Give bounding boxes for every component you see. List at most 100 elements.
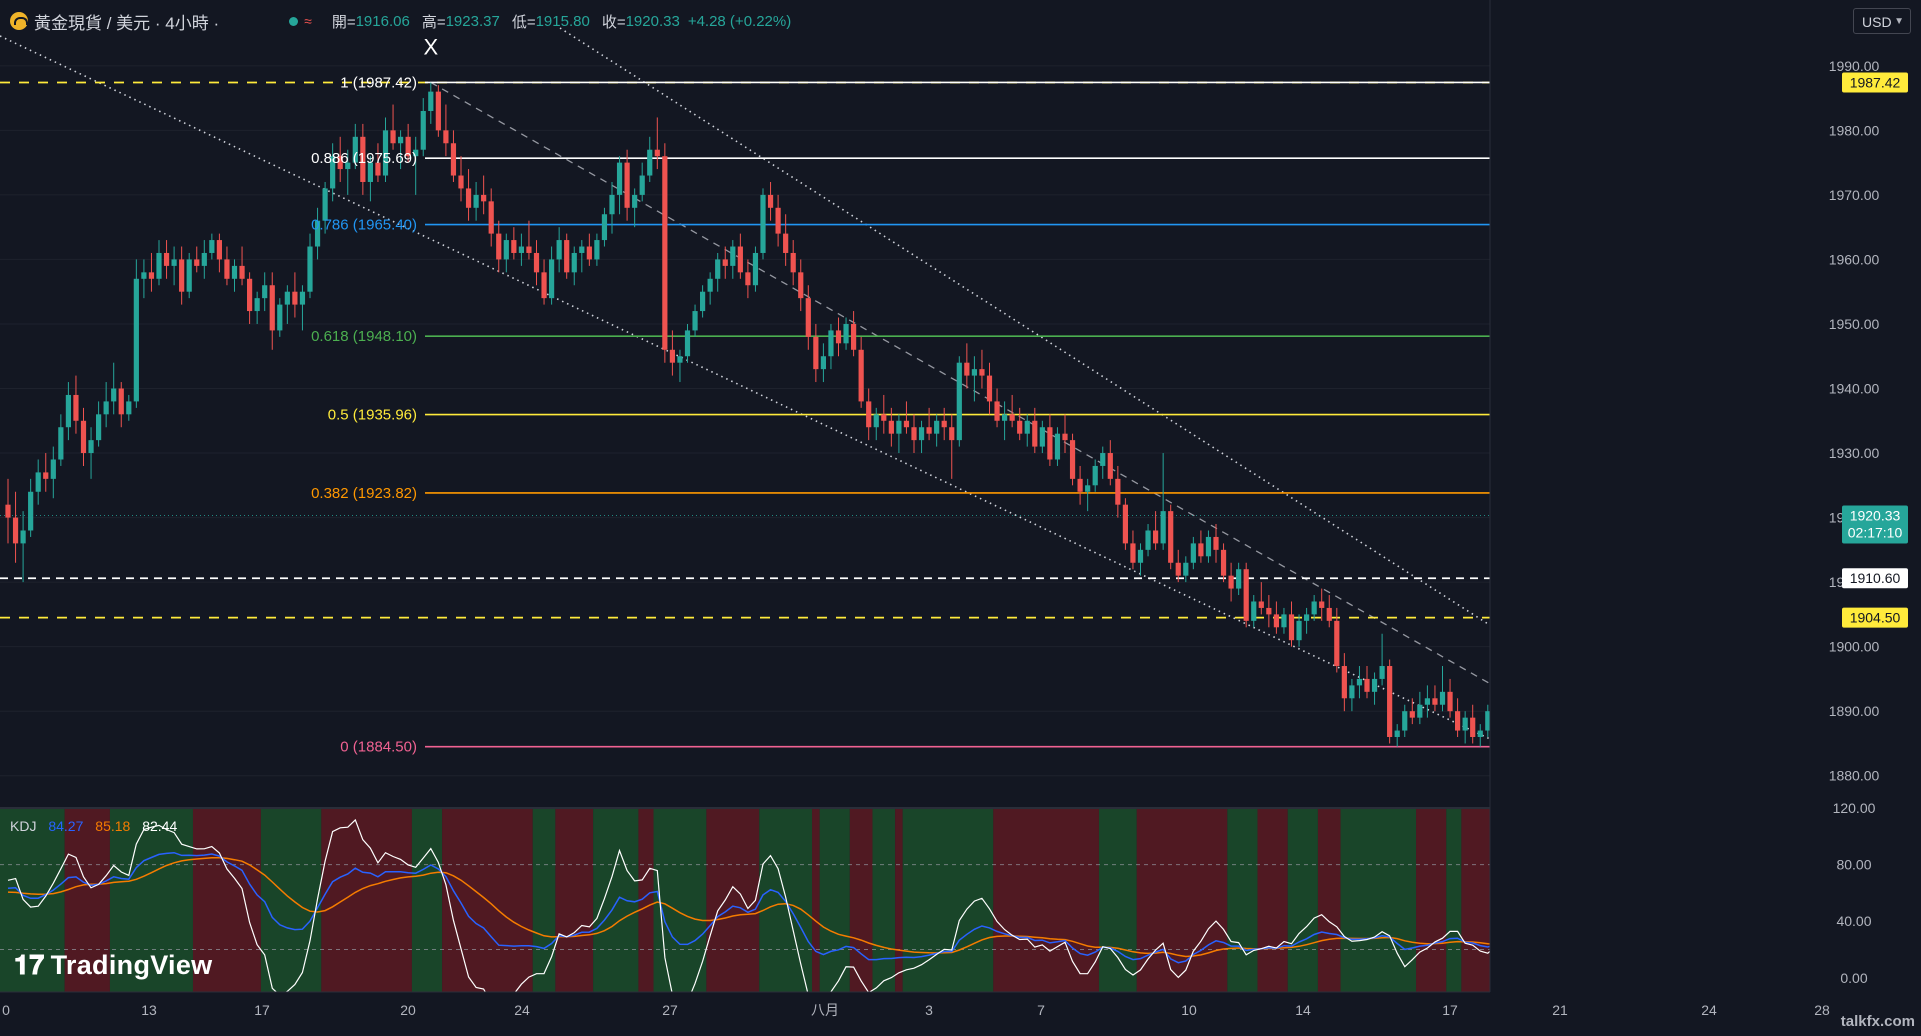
candle-body <box>1273 614 1279 628</box>
kdj-zone <box>1227 808 1258 992</box>
candle-body <box>1462 717 1468 731</box>
candle-body <box>1447 691 1453 712</box>
candle-body <box>1319 601 1325 608</box>
candle-body <box>1100 453 1106 466</box>
fibonacci-label: 0.786 (1965.40) <box>311 217 417 234</box>
candle-body <box>1130 543 1136 563</box>
price-tick-label: 1990.00 <box>1829 58 1880 74</box>
currency-select[interactable]: USD ▼ <box>1853 8 1911 34</box>
kdj-zone <box>993 808 1099 992</box>
time-tick-label: 21 <box>1552 1002 1568 1018</box>
candle-body <box>1311 601 1317 615</box>
candle-body <box>745 272 751 286</box>
ohlc-high-key: 高= <box>421 13 446 31</box>
candle-body <box>1356 678 1363 686</box>
candle-body <box>103 401 109 415</box>
candle-body <box>420 110 426 150</box>
time-tick-label: 14 <box>1295 1002 1311 1018</box>
candle-body <box>20 530 26 544</box>
kdj-tick-label: 0.00 <box>1840 970 1867 986</box>
kdj-series-d <box>7 856 1625 958</box>
candle-body <box>1205 536 1212 557</box>
price-tag-label: 1920.33 <box>1850 507 1901 523</box>
candle-body <box>28 491 34 531</box>
time-tick-label: 0 <box>2 1002 10 1018</box>
gold-coin-icon <box>10 12 28 30</box>
candle-body <box>828 330 834 357</box>
candle-body <box>307 246 313 292</box>
candle-body <box>1168 511 1174 563</box>
annotation-lines <box>0 27 1771 806</box>
candle-body <box>986 375 993 402</box>
candle-body <box>1069 440 1076 479</box>
kdj-zone <box>638 808 654 992</box>
candle-body <box>813 336 819 370</box>
candle-body <box>1394 730 1400 738</box>
candle-body <box>1387 666 1393 738</box>
candle-body <box>647 149 653 176</box>
candle-body <box>398 136 404 144</box>
candle-body <box>1477 730 1483 738</box>
candle-body <box>299 291 306 305</box>
time-tick-label: 28 <box>1814 1002 1830 1018</box>
candle-body <box>1107 453 1113 479</box>
candle-body <box>1341 666 1347 699</box>
candle-body <box>1432 698 1438 705</box>
kdj-legend[interactable]: KDJ 84.27 85.18 82.44 <box>10 818 185 834</box>
kdj-zone <box>411 808 443 992</box>
kdj-tick-label: 40.00 <box>1836 913 1871 929</box>
kdj-zone <box>593 808 639 992</box>
candle-body <box>360 136 366 182</box>
candle-body <box>314 220 321 247</box>
candle-body <box>1183 562 1189 576</box>
price-tick-label: 1960.00 <box>1829 251 1880 267</box>
candle-body <box>405 136 411 157</box>
candle-body <box>669 349 675 363</box>
price-tick-label: 1970.00 <box>1829 187 1880 203</box>
candle-body <box>1190 543 1196 563</box>
candle-body <box>624 162 630 208</box>
kdj-zone <box>812 808 820 992</box>
price-tick-label: 1880.00 <box>1829 768 1880 784</box>
candle-body <box>564 240 570 273</box>
candle-body <box>413 149 419 157</box>
candle-body <box>1039 427 1045 447</box>
kdj-zone <box>1287 808 1318 992</box>
fibonacci-label: 0.382 (1923.82) <box>311 485 417 502</box>
ohlc-low-key: 低= <box>511 13 536 31</box>
candle-body <box>662 156 668 350</box>
candle-body <box>96 414 102 441</box>
price-tick-label: 1900.00 <box>1829 639 1880 655</box>
candle-body <box>88 440 94 454</box>
price-tag-box <box>1842 72 1908 93</box>
candle-body <box>1220 549 1227 576</box>
candle-body <box>1455 711 1461 731</box>
candle-body <box>254 298 260 312</box>
kdj-zone <box>0 808 65 992</box>
candle-body <box>684 330 691 357</box>
candle-body <box>1334 620 1340 667</box>
tradingview-logo[interactable]: 𝟏𝟕 TradingView <box>14 950 212 982</box>
candle-body <box>1115 478 1121 505</box>
symbol-title[interactable]: 黃金現貨 / 美元 · 4小時 · <box>34 13 220 33</box>
candle-body <box>1024 420 1030 434</box>
candle-body <box>692 311 698 331</box>
time-tick-label: 3 <box>925 1002 933 1018</box>
chevron-down-icon: ▼ <box>1894 16 1904 27</box>
candle-body <box>1296 620 1302 641</box>
candle-body <box>330 156 336 189</box>
time-axis-background <box>0 992 1921 1036</box>
candle-body <box>156 252 162 279</box>
candle-body <box>1236 569 1242 589</box>
candle-body <box>458 175 464 189</box>
candle-body <box>179 259 185 292</box>
candle-body <box>1266 607 1272 615</box>
candle-body <box>594 240 600 260</box>
price-tick-label: 1980.00 <box>1829 122 1880 138</box>
candle-body <box>760 194 766 253</box>
price-tag-label: 02:17:10 <box>1848 524 1903 540</box>
kdj-d-value: 85.18 <box>95 818 131 834</box>
candle-body <box>1439 691 1446 705</box>
